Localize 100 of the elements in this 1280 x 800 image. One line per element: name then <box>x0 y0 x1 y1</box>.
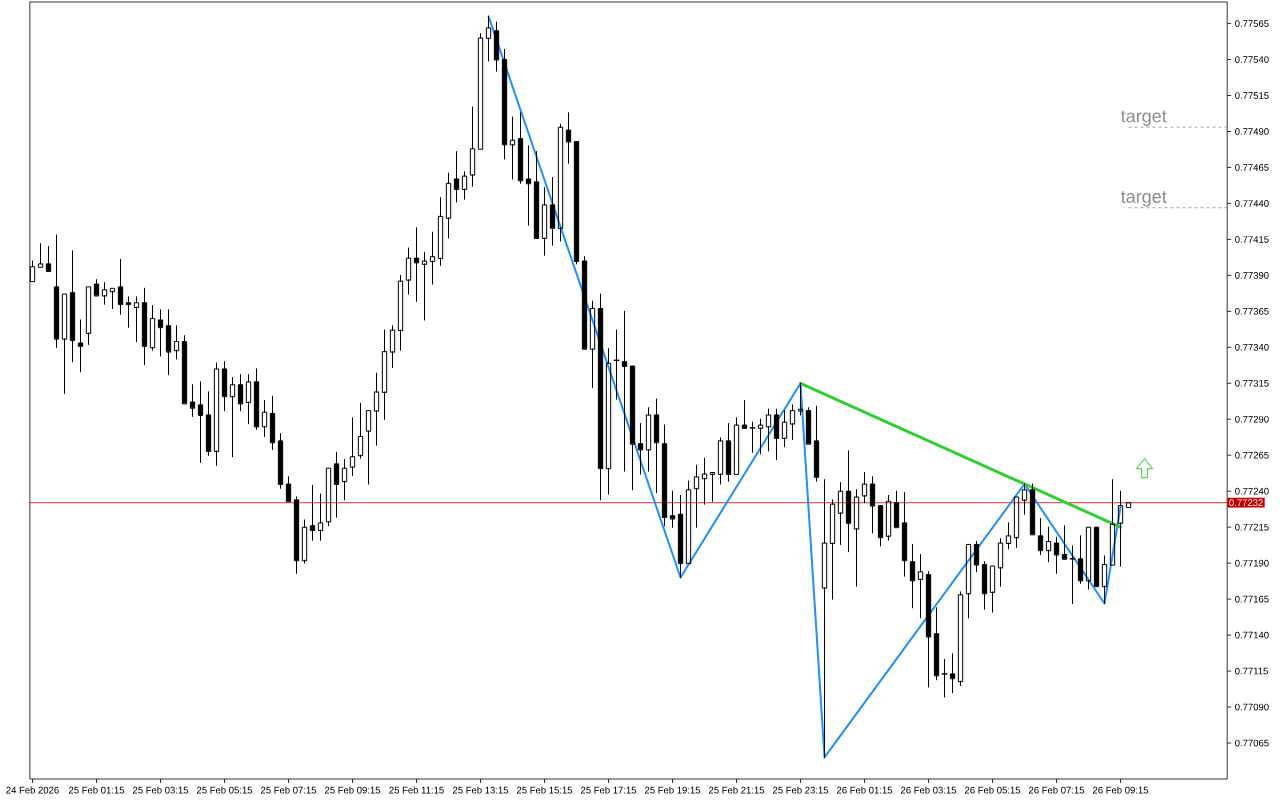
candlestick <box>125 296 132 328</box>
candlestick <box>285 476 292 502</box>
candlestick <box>37 243 44 268</box>
x-tick-label: 25 Feb 11:15 <box>389 786 444 794</box>
x-tick-label: 25 Feb 15:15 <box>516 786 573 794</box>
candlestick <box>69 250 76 363</box>
candlestick <box>605 348 612 495</box>
candlestick <box>877 505 884 547</box>
candlestick <box>149 305 156 351</box>
candlestick <box>1101 555 1108 604</box>
candlestick <box>933 607 940 681</box>
x-tick-label: 26 Feb 01:15 <box>836 786 893 794</box>
candlestick <box>429 231 436 285</box>
candlestick <box>133 296 140 343</box>
x-tick-label: 26 Feb 09:15 <box>1092 786 1149 794</box>
candlestick <box>493 21 500 72</box>
candlestick <box>349 417 356 476</box>
candlestick <box>901 492 908 577</box>
candlestick <box>53 234 60 348</box>
candlestick <box>1109 479 1116 566</box>
candlestick <box>1069 545 1076 604</box>
candlestick <box>461 171 468 200</box>
x-tick-label: 25 Feb 07:15 <box>260 786 317 794</box>
candlestick <box>1085 526 1092 590</box>
candlestick <box>341 459 348 501</box>
candlestick <box>437 197 444 266</box>
candlestick <box>381 329 388 420</box>
candlestick <box>789 404 796 440</box>
candlestick <box>213 362 220 466</box>
candlestick <box>845 450 852 553</box>
candlestick <box>309 484 316 541</box>
candlestick <box>1021 483 1028 515</box>
candlestick <box>229 377 236 458</box>
candlestick <box>1125 502 1132 508</box>
y-tick-label: 0.77340 <box>1235 343 1269 351</box>
candlestick <box>77 319 84 373</box>
candlestick <box>365 410 372 485</box>
y-tick-label: 0.77515 <box>1235 92 1269 99</box>
candlestick <box>677 495 684 579</box>
candlestick <box>709 472 716 502</box>
x-tick-label: 25 Feb 21:15 <box>708 786 765 794</box>
candlestick <box>1045 526 1052 563</box>
y-tick-label: 0.77565 <box>1235 20 1269 27</box>
candlestick <box>597 293 604 501</box>
candlestick <box>269 395 276 450</box>
candlestick <box>685 480 692 564</box>
candlestick <box>781 410 788 448</box>
y-tick-label: 0.77265 <box>1235 451 1269 459</box>
candlestick <box>917 554 924 619</box>
candlestick <box>949 653 956 694</box>
candlestick <box>261 400 268 438</box>
candlestick <box>221 361 228 412</box>
ref-line-label: target <box>1120 110 1167 126</box>
candlestick <box>861 472 868 504</box>
candlestick <box>541 187 548 256</box>
candlestick <box>1117 490 1124 567</box>
candlestick <box>533 151 540 239</box>
candlestick <box>61 293 68 394</box>
candlestick <box>829 499 836 600</box>
x-tick-label: 26 Feb 03:15 <box>900 786 957 794</box>
candlestick <box>957 591 964 686</box>
y-tick-label: 0.77240 <box>1235 487 1269 495</box>
candlestick <box>701 457 708 505</box>
candlestick <box>837 482 844 545</box>
x-tick-label: 25 Feb 03:15 <box>132 786 189 794</box>
y-tick-label: 0.77465 <box>1235 164 1269 171</box>
candlestick <box>941 659 948 698</box>
y-tick-label: 0.77090 <box>1235 703 1269 711</box>
candlestick <box>525 145 532 226</box>
y-tick-label: 0.77415 <box>1235 236 1269 243</box>
candlestick <box>477 33 484 150</box>
x-tick-label: 26 Feb 05:15 <box>964 786 1021 794</box>
candlestick <box>973 541 980 573</box>
y-tick-label: 0.77365 <box>1235 307 1269 315</box>
candlestick <box>749 421 756 453</box>
candlestick <box>1077 535 1084 584</box>
y-tick-label: 0.77115 <box>1235 667 1268 675</box>
candlestick <box>101 282 108 305</box>
x-tick-label: 25 Feb 05:15 <box>196 786 253 794</box>
candlestick <box>581 256 588 350</box>
candlestick <box>805 407 812 445</box>
candlestick <box>333 451 340 518</box>
line-series <box>487 15 1122 759</box>
y-tick-label: 0.77440 <box>1235 200 1269 207</box>
candlestick <box>725 423 732 482</box>
x-tick-label: 25 Feb 23:15 <box>772 786 829 794</box>
candlestick <box>245 374 252 425</box>
y-tick-label: 0.77215 <box>1235 523 1269 531</box>
candlestick <box>237 374 244 412</box>
candlestick <box>93 279 100 297</box>
y-tick-label: 0.77390 <box>1235 272 1269 279</box>
candlestick <box>565 112 572 164</box>
candlestick <box>853 489 860 587</box>
candlestick <box>925 571 932 688</box>
x-tick-label: 25 Feb 19:15 <box>644 786 701 794</box>
candlestick <box>669 490 676 528</box>
candlestick <box>173 325 180 360</box>
candlestick <box>613 329 620 400</box>
candlestick <box>109 287 116 309</box>
candlestick <box>1037 518 1044 556</box>
